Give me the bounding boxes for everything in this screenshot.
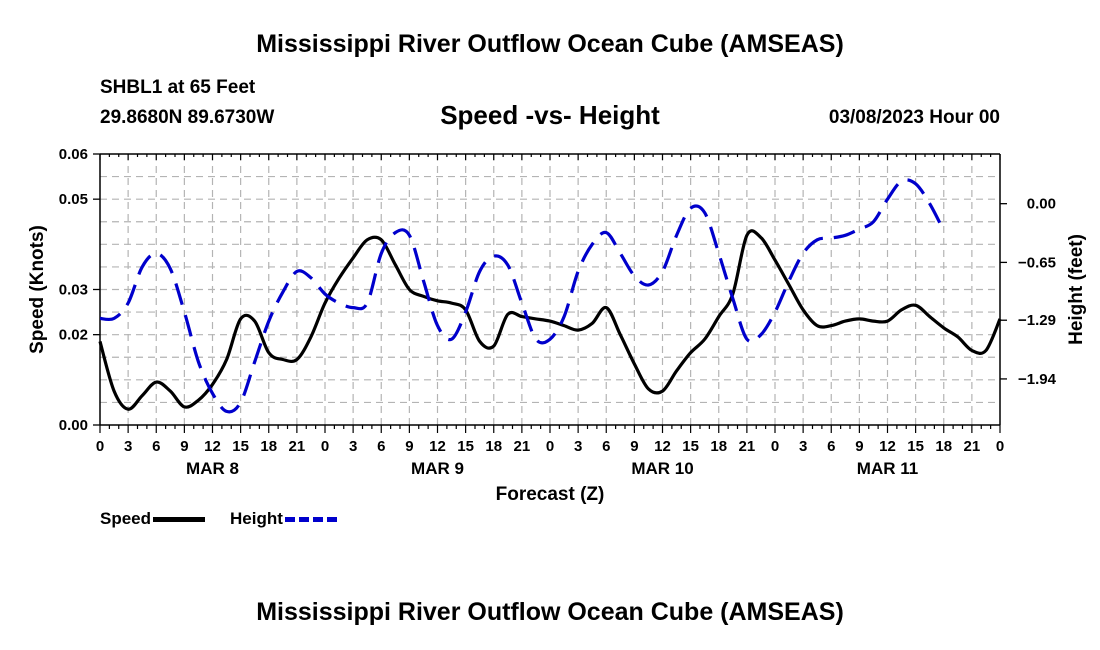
x-tick-label: 21 [739, 438, 756, 455]
x-tick-label: 21 [514, 438, 531, 455]
x-tick-label: 18 [485, 438, 502, 455]
footer-title: Mississippi River Outflow Ocean Cube (AM… [256, 598, 844, 626]
x-tick-label: 6 [377, 438, 385, 455]
x-tick-label: 3 [574, 438, 582, 455]
x-tick-label: 21 [964, 438, 981, 455]
x-tick-label: 18 [710, 438, 727, 455]
legend-height: Height [230, 509, 337, 529]
legend-speed: Speed [100, 509, 206, 529]
x-tick-label: 0 [771, 438, 779, 455]
y-tick-label: 0.05 [59, 191, 88, 208]
x-tick-label: 18 [260, 438, 277, 455]
station-label: SHBL1 at 65 Feet [100, 77, 256, 98]
x-tick-label: 3 [124, 438, 132, 455]
x-tick-label: 3 [799, 438, 807, 455]
y-tick-label: 0.00 [59, 417, 88, 434]
y2-tick-label: 0.00 [1027, 196, 1056, 213]
x-tick-label: 9 [405, 438, 413, 455]
legend-speed-swatch [153, 517, 206, 523]
y2-tick-label: −0.65 [1018, 254, 1056, 271]
x-tick-label: 15 [907, 438, 924, 455]
x-day-label: MAR 9 [411, 459, 464, 478]
x-day-label: MAR 11 [857, 459, 918, 478]
x-axis-title: Forecast (Z) [496, 484, 605, 505]
x-tick-label: 15 [682, 438, 699, 455]
y2-tick-label: −1.29 [1018, 312, 1056, 329]
y-axis-title: Speed (Knots) [27, 225, 48, 354]
legend-height-label: Height [230, 509, 283, 528]
page-title: Mississippi River Outflow Ocean Cube (AM… [256, 30, 844, 58]
y-tick-label: 0.02 [59, 327, 88, 344]
x-tick-label: 0 [546, 438, 554, 455]
x-tick-label: 6 [827, 438, 835, 455]
x-tick-label: 15 [457, 438, 474, 455]
x-tick-label: 0 [996, 438, 1004, 455]
legend-height-swatch [284, 517, 337, 523]
x-tick-label: 18 [935, 438, 952, 455]
legend-speed-label: Speed [100, 509, 152, 528]
x-tick-label: 0 [96, 438, 104, 455]
x-tick-label: 12 [429, 438, 446, 455]
x-tick-label: 21 [289, 438, 306, 455]
x-tick-label: 6 [602, 438, 610, 455]
x-tick-label: 9 [630, 438, 638, 455]
x-tick-label: 3 [349, 438, 357, 455]
x-tick-label: 6 [152, 438, 160, 455]
location-label: 29.8680N 89.6730W [100, 107, 275, 128]
y-tick-label: 0.03 [59, 282, 88, 299]
x-tick-label: 0 [321, 438, 329, 455]
x-day-label: MAR 8 [186, 459, 239, 478]
x-tick-label: 15 [232, 438, 249, 455]
speed-series-line [98, 229, 1002, 411]
y2-tick-label: −1.94 [1018, 371, 1057, 388]
chart-title: Speed -vs- Height [440, 100, 660, 130]
x-tick-label: 9 [180, 438, 188, 455]
x-day-label: MAR 10 [631, 459, 693, 478]
y-tick-label: 0.06 [59, 146, 88, 163]
y2-axis-title: Height (feet) [1066, 234, 1087, 345]
x-tick-label: 12 [204, 438, 221, 455]
x-tick-label: 9 [855, 438, 863, 455]
x-tick-label: 12 [879, 438, 896, 455]
datetime-label: 03/08/2023 Hour 00 [828, 107, 1000, 128]
x-tick-label: 12 [654, 438, 671, 455]
